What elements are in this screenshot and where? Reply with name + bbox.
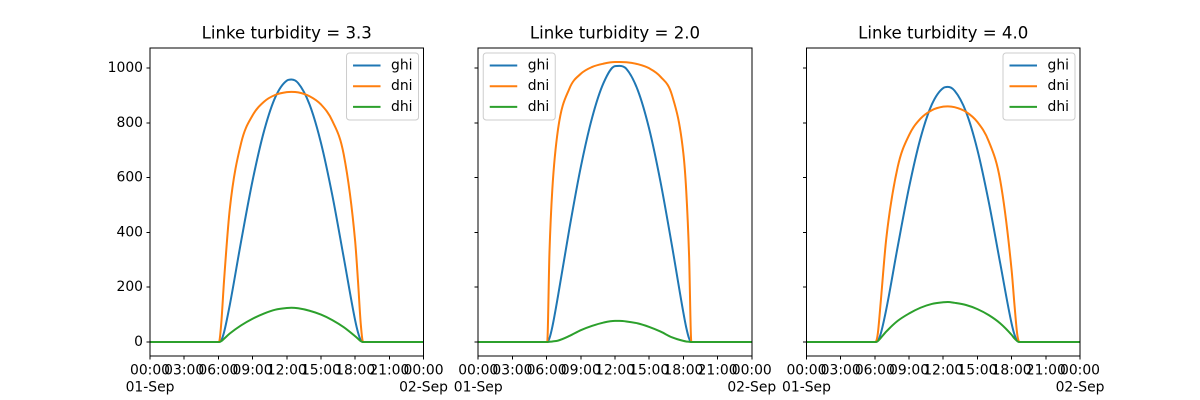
x-tick-label: 18:00	[663, 363, 703, 379]
x-date-label: 02-Sep	[399, 380, 448, 396]
legend-dhi-label: dhi	[391, 99, 412, 115]
legend-ghi-label: ghi	[391, 58, 412, 74]
x-tick-label: 21:00	[1026, 363, 1066, 379]
legend: ghi dni dhi	[482, 52, 556, 121]
ghi-line	[478, 64, 752, 344]
x-tick-label: 21:00	[698, 363, 738, 379]
dni-line	[478, 61, 752, 344]
x-tick-label: 00:00	[1060, 363, 1100, 379]
x-tick-label: 09:00	[889, 363, 929, 379]
x-tick-label: 21:00	[369, 363, 409, 379]
x-date-label: 02-Sep	[1056, 380, 1105, 396]
x-tick-label: 06:00	[198, 363, 238, 379]
x-tick-label: 12:00	[595, 363, 635, 379]
y-tick-label: 600	[116, 170, 143, 186]
x-tick-label: 15:00	[301, 363, 341, 379]
dhi-line	[478, 319, 752, 344]
x-tick-label: 00:00	[130, 363, 170, 379]
subplot-3: Linke turbidity = 4.000:0001-Sep03:0006:…	[782, 24, 1105, 396]
subplot-title: Linke turbidity = 4.0	[858, 24, 1028, 43]
legend-box	[346, 52, 420, 121]
x-tick-label: 06:00	[855, 363, 895, 379]
x-tick-label: 12:00	[267, 363, 307, 379]
x-tick-label: 12:00	[923, 363, 963, 379]
legend: ghi dni dhi	[1002, 52, 1076, 121]
dni-line	[149, 90, 424, 344]
axes-frame	[149, 47, 425, 357]
x-tick-label: 06:00	[527, 363, 567, 379]
legend-box	[482, 52, 556, 121]
x-tick-label: 15:00	[957, 363, 997, 379]
dhi-line	[806, 301, 1080, 344]
x-date-label: 01-Sep	[782, 380, 831, 396]
axes-frame	[477, 47, 753, 357]
x-tick-label: 00:00	[404, 363, 444, 379]
legend-dhi-label: dhi	[1048, 99, 1069, 115]
y-tick-label: 0	[134, 334, 143, 350]
x-tick-label: 15:00	[629, 363, 669, 379]
x-tick-label: 00:00	[732, 363, 772, 379]
y-tick-label: 1000	[108, 60, 143, 76]
x-tick-label: 18:00	[335, 363, 375, 379]
y-tick-label: 800	[116, 115, 143, 131]
x-date-label: 02-Sep	[727, 380, 776, 396]
x-tick-label: 09:00	[561, 363, 601, 379]
legend: ghi dni dhi	[346, 52, 420, 121]
x-date-label: 01-Sep	[454, 380, 503, 396]
y-tick-label: 200	[116, 279, 143, 295]
axes-frame	[805, 47, 1081, 357]
x-tick-label: 00:00	[458, 363, 498, 379]
legend-dni-label: dni	[391, 78, 412, 94]
subplot-1: Linke turbidity = 3.3 0 200 400 600 800 1000 00…	[108, 24, 449, 396]
legend-box	[1002, 52, 1076, 121]
subplot-title: Linke turbidity = 2.0	[530, 24, 700, 43]
x-date-label: 01-Sep	[126, 380, 175, 396]
legend-dni-label: dni	[528, 78, 549, 94]
dhi-line	[149, 306, 424, 344]
x-tick-label: 03:00	[492, 363, 532, 379]
x-tick-label: 03:00	[164, 363, 204, 379]
subplot-2: Linke turbidity = 2.000:0001-Sep03:0006:…	[454, 24, 777, 396]
x-tick-label: 09:00	[233, 363, 273, 379]
x-tick-label: 18:00	[992, 363, 1032, 379]
legend-dni-label: dni	[1048, 78, 1069, 94]
y-tick-label: 400	[116, 224, 143, 240]
ghi-line	[806, 85, 1080, 344]
subplot-title: Linke turbidity = 3.3	[202, 24, 372, 43]
x-tick-label: 03:00	[821, 363, 861, 379]
legend-ghi-label: ghi	[1048, 58, 1069, 74]
dni-line	[806, 105, 1080, 344]
legend-ghi-label: ghi	[528, 58, 549, 74]
legend-dhi-label: dhi	[528, 99, 549, 115]
x-tick-label: 00:00	[786, 363, 826, 379]
